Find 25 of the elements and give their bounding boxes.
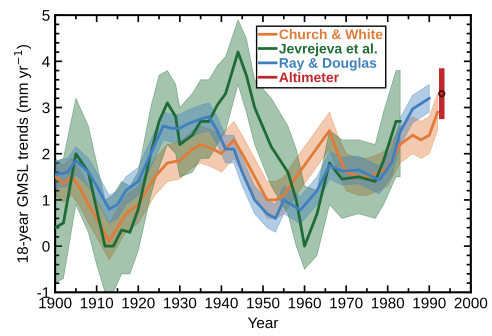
x-tick-label: 1990 bbox=[413, 298, 446, 308]
x-tick-label: 1960 bbox=[288, 298, 321, 308]
x-tick-label: 1930 bbox=[164, 298, 196, 308]
y-tick-label: 3 bbox=[42, 102, 50, 114]
y-tick-label: 2 bbox=[42, 148, 50, 160]
x-tick-label: 2000 bbox=[454, 298, 488, 308]
x-axis-title: Year bbox=[248, 318, 278, 328]
line-series bbox=[55, 96, 431, 220]
x-tick-label: 1900 bbox=[39, 298, 72, 308]
legend-label: Church & White bbox=[279, 29, 383, 40]
legend-label: Jevrejeva et al. bbox=[279, 43, 377, 56]
y-tick-label: -1 bbox=[37, 287, 50, 298]
x-tick-label: 1910 bbox=[80, 298, 114, 308]
legend-label: Altimeter bbox=[279, 72, 339, 82]
y-tick-label: 4 bbox=[42, 56, 50, 67]
y-tick-label: 0 bbox=[42, 240, 50, 252]
y-axis-title: 18-year GMSL trends (mm yr$^{−1}$) bbox=[14, 45, 31, 262]
x-tick-label: 1970 bbox=[330, 298, 363, 308]
x-tick-label: 1940 bbox=[206, 298, 238, 308]
legend-label: Ray & Douglas bbox=[280, 58, 376, 71]
y-tick-label: 1 bbox=[42, 194, 50, 206]
x-tick-label: 1920 bbox=[122, 298, 155, 308]
x-tick-label: 1950 bbox=[247, 298, 280, 308]
y-tick-label: 5 bbox=[42, 10, 50, 21]
x-tick-label: 1980 bbox=[372, 298, 404, 308]
